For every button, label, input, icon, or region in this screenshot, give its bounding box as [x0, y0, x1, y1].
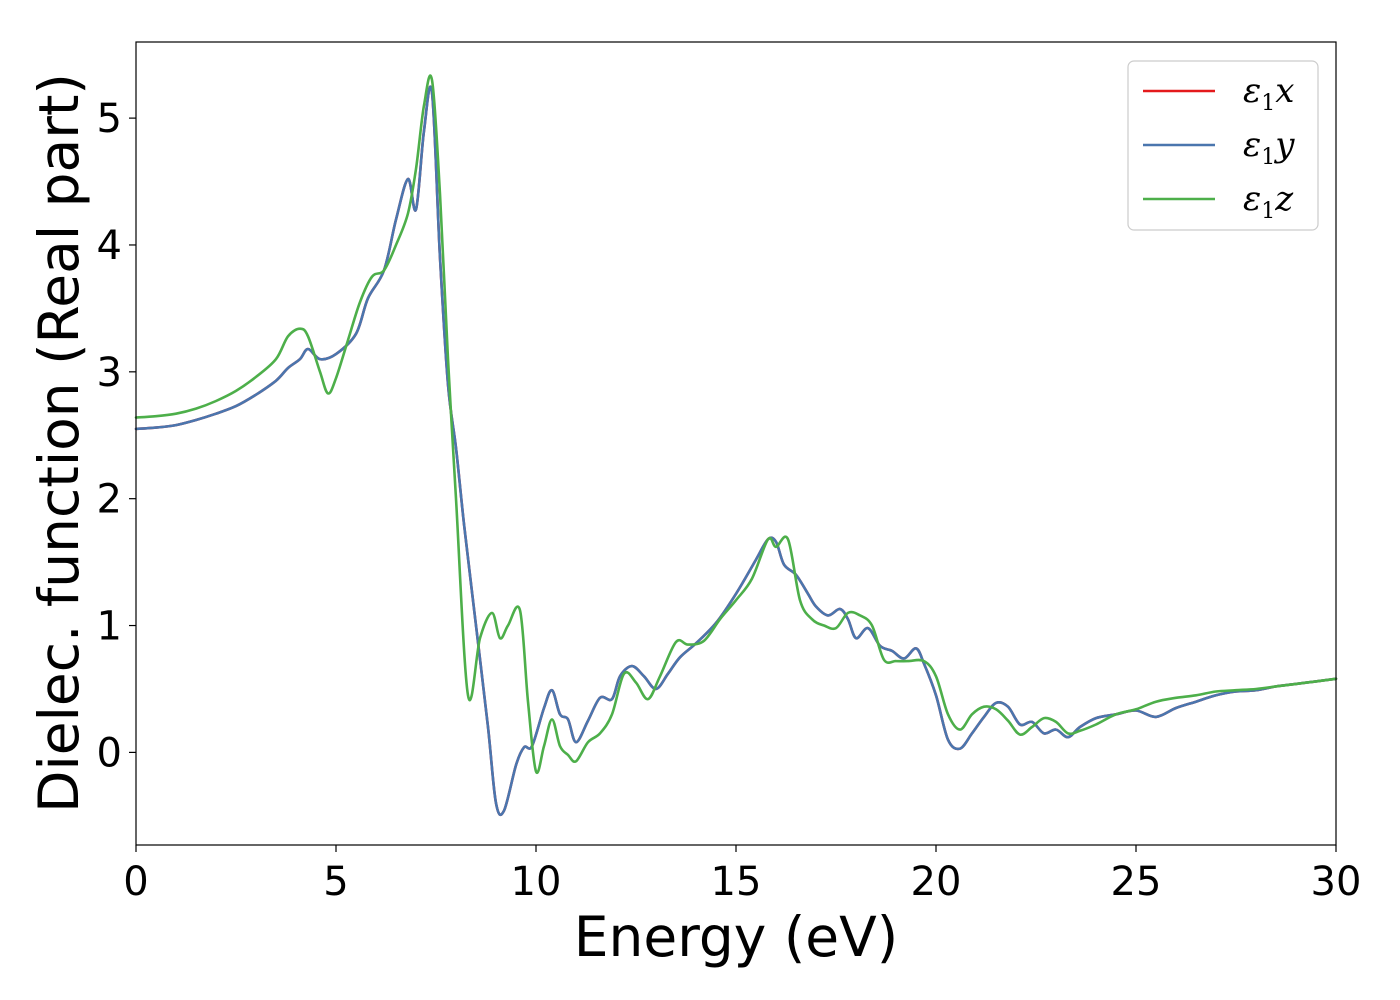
- y-tick-label: 5: [97, 96, 122, 142]
- x-axis-ticks: 0 5 10 15 20 25 30: [123, 845, 1361, 905]
- series-line-z: [134, 74, 1338, 775]
- x-tick-label: 30: [1311, 859, 1362, 905]
- y-tick-label: 3: [97, 350, 122, 396]
- legend-box: [1127, 60, 1319, 231]
- legend-label-y: ε1y: [1243, 125, 1295, 170]
- x-tick-label: 15: [711, 859, 762, 905]
- y-tick-label: 2: [97, 477, 122, 523]
- y-tick-label: 4: [97, 223, 122, 269]
- legend: ε1x ε1y ε1z: [1127, 60, 1319, 231]
- x-tick-label: 20: [911, 859, 962, 905]
- series-lines: [134, 74, 1338, 817]
- y-axis-ticks: 0 1 2 3 4 5: [97, 96, 136, 776]
- x-tick-label: 5: [323, 859, 348, 905]
- x-axis-title: Energy (eV): [574, 905, 898, 969]
- x-tick-label: 0: [123, 859, 148, 905]
- x-tick-label: 25: [1111, 859, 1162, 905]
- series-line-y: [134, 85, 1338, 817]
- legend-label-x: ε1x: [1243, 71, 1294, 116]
- plot-frame: [135, 41, 1337, 846]
- y-tick-label: 1: [97, 604, 122, 650]
- y-axis-title: Dielec. function (Real part): [27, 73, 91, 813]
- legend-label-z: ε1z: [1243, 179, 1294, 224]
- y-tick-label: 0: [97, 730, 122, 776]
- x-tick-label: 10: [511, 859, 562, 905]
